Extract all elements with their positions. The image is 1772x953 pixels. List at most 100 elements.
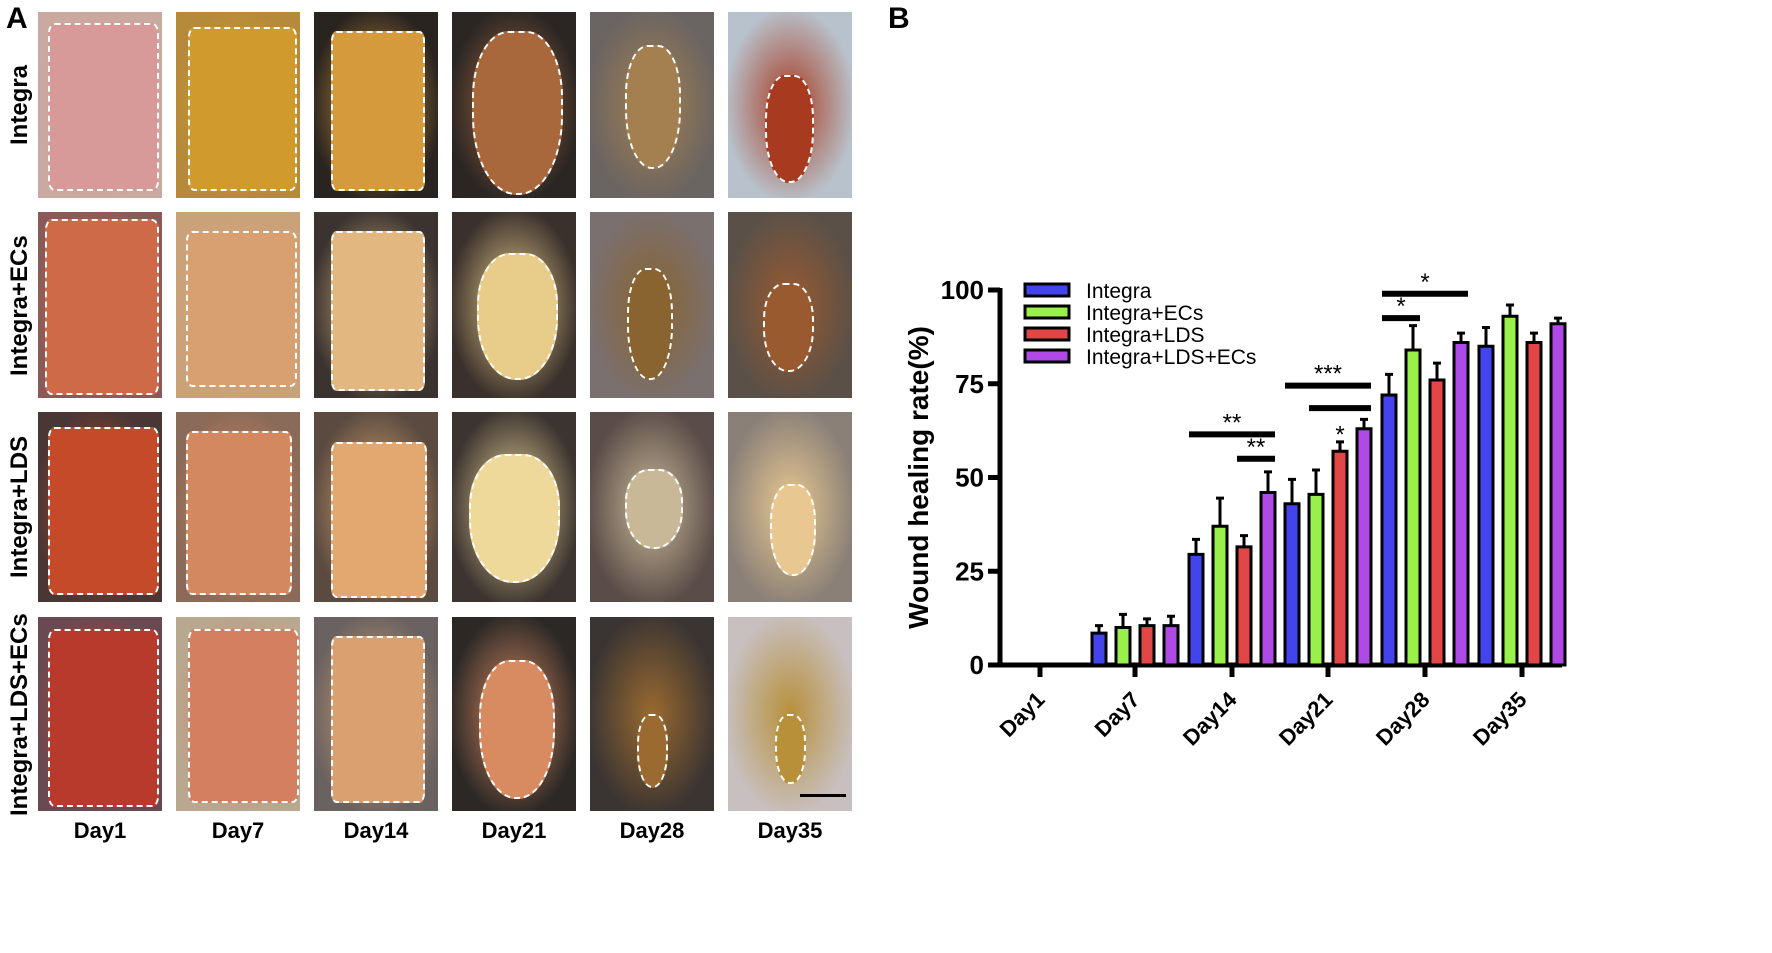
wound-outline — [331, 30, 425, 191]
wound-photo — [176, 212, 300, 398]
wound-outline — [47, 23, 159, 191]
significance-label: ** — [1247, 434, 1266, 461]
bar — [1162, 624, 1180, 667]
wound-outline — [637, 714, 669, 788]
y-axis-label: Wound healing rate(%) — [903, 326, 934, 629]
bar — [1187, 552, 1205, 667]
bar — [1211, 524, 1229, 667]
wound-photo — [452, 412, 576, 602]
legend-label: Integra — [1086, 280, 1152, 303]
row-label: Integra+LDS+ECs — [6, 612, 33, 816]
scale-bar — [800, 794, 846, 797]
wound-outline — [331, 442, 428, 599]
significance-label: * — [1396, 293, 1405, 320]
significance-label: * — [1420, 269, 1429, 296]
wound-outline — [627, 267, 674, 380]
wound-outline — [765, 75, 814, 184]
wound-photo — [176, 412, 300, 602]
wound-photo — [728, 412, 852, 602]
bar — [1477, 344, 1495, 667]
bar — [1404, 348, 1422, 667]
y-tick-label: 0 — [970, 650, 984, 680]
wound-photo — [314, 617, 438, 811]
bar — [1525, 341, 1543, 667]
x-tick-label: Day28 — [1371, 687, 1435, 751]
x-tick-label: Day35 — [1468, 687, 1532, 751]
x-tick-label: Day1 — [995, 687, 1050, 742]
wound-photo — [38, 12, 162, 198]
column-label: Day35 — [757, 818, 823, 843]
column-label: Day28 — [619, 818, 685, 843]
y-tick-label: 50 — [955, 463, 984, 493]
column-label: Day21 — [481, 818, 547, 843]
wound-outline — [185, 431, 292, 595]
wound-outline — [185, 230, 297, 388]
legend-label: Integra+ECs — [1086, 302, 1203, 325]
row-label: Integra+LDS — [6, 435, 33, 578]
wound-photo — [590, 617, 714, 811]
bar — [1307, 492, 1325, 667]
wound-photo — [176, 617, 300, 811]
wound-outline — [331, 636, 425, 804]
panel-b-letter: B — [888, 2, 910, 35]
bar — [1259, 491, 1277, 667]
column-label: Day7 — [211, 818, 265, 843]
wound-outline — [188, 26, 297, 191]
wound-photo — [176, 12, 300, 198]
wound-photo — [314, 12, 438, 198]
wound-photo — [452, 212, 576, 398]
legend-swatch — [1023, 282, 1071, 298]
wound-outline — [762, 282, 814, 373]
panel-a-letter: A — [6, 2, 28, 35]
bar — [1090, 631, 1108, 667]
wound-photo — [38, 617, 162, 811]
significance-label: * — [1335, 421, 1344, 448]
bar — [1138, 624, 1156, 667]
wound-outline — [775, 714, 807, 784]
bar — [1355, 427, 1373, 667]
wound-outline — [45, 219, 159, 395]
wound-photo — [452, 617, 576, 811]
y-tick-label: 25 — [955, 556, 984, 586]
wound-outline — [471, 30, 563, 195]
wound-outline — [624, 45, 681, 169]
wound-outline — [479, 659, 556, 800]
bar — [1331, 449, 1349, 667]
legend-swatch — [1023, 326, 1071, 342]
bar — [1452, 341, 1470, 667]
legend-label: Integra+LDS+ECs — [1086, 346, 1256, 369]
wound-outline — [47, 628, 159, 808]
wound-photo — [38, 212, 162, 398]
bar — [1428, 378, 1446, 667]
wound-outline — [47, 427, 159, 595]
wound-photo — [452, 12, 576, 198]
significance-label: *** — [1314, 361, 1342, 388]
wound-outline — [624, 469, 684, 549]
wound-outline — [476, 252, 558, 380]
wound-photo — [728, 212, 852, 398]
legend-swatch — [1023, 348, 1071, 364]
y-tick-label: 100 — [941, 275, 984, 305]
bar — [1235, 545, 1253, 667]
bar — [1114, 626, 1132, 667]
wound-outline — [469, 453, 561, 584]
row-label: Integra — [6, 64, 33, 145]
y-tick-label: 75 — [955, 369, 984, 399]
significance-label: ** — [1223, 409, 1242, 436]
wound-photo — [38, 412, 162, 602]
wound-photo — [590, 412, 714, 602]
legend-label: Integra+LDS — [1086, 324, 1205, 347]
wound-photo — [728, 12, 852, 198]
bar — [1380, 393, 1398, 667]
wound-photo — [314, 212, 438, 398]
legend-swatch — [1023, 304, 1071, 320]
column-label: Day1 — [73, 818, 127, 843]
wound-photo — [728, 617, 852, 811]
bar — [1283, 502, 1301, 667]
wound-outline — [188, 628, 300, 804]
wound-outline — [770, 484, 817, 576]
wound-photo — [590, 212, 714, 398]
bar — [1549, 322, 1567, 667]
x-tick-label: Day21 — [1274, 687, 1338, 751]
